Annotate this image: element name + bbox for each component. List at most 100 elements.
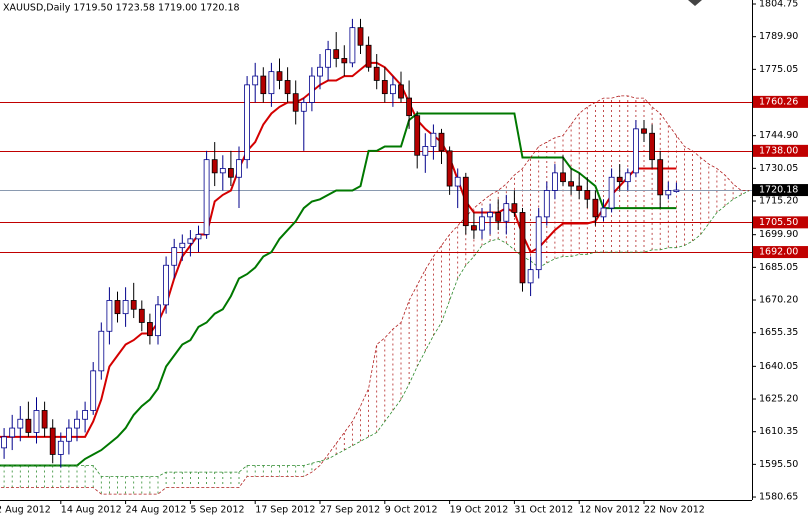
candle-body — [673, 189, 680, 192]
last-price-label: 1720.18 — [759, 185, 798, 196]
cloud-span — [0, 95, 750, 495]
candle-body — [268, 71, 275, 95]
candle-body — [470, 225, 477, 231]
candle-body — [98, 330, 105, 372]
y-tick-label: 1625.20 — [759, 394, 798, 405]
x-tick-label: 14 Aug 2012 — [61, 505, 122, 516]
candle-body — [163, 264, 170, 306]
candle-body — [616, 176, 623, 183]
y-tick-label: 1595.50 — [759, 459, 798, 470]
candle-body — [74, 418, 80, 429]
y-tick-label: 1670.20 — [759, 295, 798, 306]
x-tick-label: 27 Sep 2012 — [320, 505, 380, 516]
level-label: 1738.00 — [759, 145, 798, 156]
scroll-icon[interactable] — [688, 0, 702, 6]
candle-body — [511, 203, 518, 213]
candle-body — [665, 190, 672, 196]
candle-body — [349, 27, 356, 64]
candle-body — [398, 84, 404, 99]
candle-body — [568, 181, 574, 187]
candle-body — [406, 97, 413, 117]
candle-body — [479, 216, 485, 231]
level-label-box — [753, 144, 808, 157]
x-tick-label: 9 Oct 2012 — [385, 505, 438, 516]
candle-body — [487, 212, 494, 218]
candle-body — [138, 308, 145, 323]
candle-body — [236, 159, 242, 178]
candle-body — [527, 269, 534, 284]
level-label: 1760.26 — [759, 96, 798, 107]
candle-body — [560, 172, 566, 183]
candle-body — [33, 410, 40, 433]
candle-body — [317, 66, 323, 77]
candle-body — [195, 234, 202, 240]
candle-body — [203, 159, 210, 235]
candle-body — [179, 242, 186, 249]
y-tick-label: 1804.75 — [759, 0, 798, 10]
candle-body — [495, 212, 502, 222]
candle-body — [624, 172, 631, 183]
candle-body — [462, 176, 469, 227]
candle-body — [260, 75, 267, 95]
candle-body — [365, 44, 372, 68]
candle-body — [381, 80, 388, 95]
x-tick-label: 22 Nov 2012 — [644, 505, 705, 516]
candle-body — [308, 75, 315, 103]
candle-body — [446, 150, 453, 187]
candle-body — [300, 102, 307, 112]
candle-body — [82, 410, 88, 420]
candle-body — [90, 370, 97, 411]
x-tick-label: 17 Sep 2012 — [255, 505, 315, 516]
y-tick-label: 1715.20 — [759, 196, 798, 207]
y-tick-label: 1699.90 — [759, 229, 798, 240]
plot-area — [0, 18, 752, 495]
candle-body — [41, 410, 48, 429]
candle-body — [187, 238, 194, 244]
x-tick-label: 19 Oct 2012 — [450, 505, 509, 516]
candle-body — [357, 27, 364, 46]
x-tick-label: 24 Aug 2012 — [126, 505, 187, 516]
candle-body — [438, 132, 445, 152]
candle-body — [325, 49, 332, 68]
candle-body — [341, 58, 348, 64]
candle-body — [657, 159, 664, 196]
y-tick-label: 1610.35 — [759, 426, 798, 437]
candle-body — [252, 75, 259, 86]
candle-body — [333, 49, 340, 59]
y-tick-label: 1580.65 — [759, 492, 798, 503]
candle-body — [1, 436, 7, 449]
candle-body — [543, 190, 550, 218]
x-tick-label: 31 Oct 2012 — [514, 505, 573, 516]
candle-body — [608, 176, 615, 209]
candle-body — [552, 172, 558, 191]
y-tick-label: 1775.05 — [759, 64, 798, 75]
candle-body — [130, 300, 137, 310]
y-tick-label: 1640.05 — [759, 361, 798, 372]
y-tick-label: 1685.05 — [759, 262, 798, 273]
candle-body — [649, 132, 655, 161]
candle-body — [155, 304, 161, 337]
x-tick-label: 2 Aug 2012 — [0, 505, 51, 516]
y-tick-label: 1744.90 — [759, 130, 798, 141]
candle-body — [57, 440, 64, 455]
candle-body — [292, 93, 299, 112]
cloud-span — [0, 190, 750, 477]
candle-body — [17, 418, 24, 429]
candle-body — [9, 427, 16, 438]
candle-body — [114, 300, 121, 315]
candle-body — [25, 418, 32, 433]
level-label-box — [753, 95, 808, 108]
candle-body — [284, 80, 291, 95]
x-tick-label: 12 Nov 2012 — [579, 505, 640, 516]
level-label-box — [753, 216, 808, 229]
candle-body — [454, 176, 461, 187]
candle-body — [244, 84, 251, 161]
candle-body — [389, 84, 396, 95]
candle-body — [503, 203, 510, 222]
candle-body — [535, 216, 542, 271]
candle-body — [641, 128, 647, 134]
x-tick-label: 5 Sep 2012 — [190, 505, 244, 516]
candle-body — [576, 185, 583, 191]
candle-body — [276, 71, 283, 81]
